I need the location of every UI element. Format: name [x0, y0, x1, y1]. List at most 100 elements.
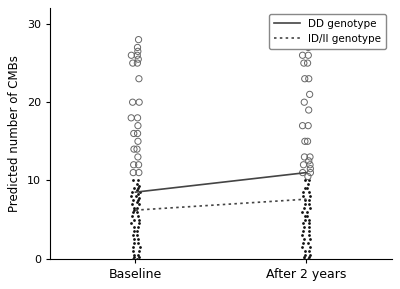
Point [130, 131, 137, 136]
Point [305, 233, 312, 238]
Point [306, 198, 313, 202]
Point [134, 213, 141, 218]
Point [301, 100, 308, 105]
Point [305, 256, 312, 261]
Point [131, 225, 138, 230]
Point [299, 221, 306, 226]
Point [307, 166, 314, 171]
Point [305, 22, 312, 26]
Point [130, 100, 136, 105]
Point [130, 198, 137, 202]
Point [307, 170, 314, 175]
Point [305, 217, 312, 222]
Point [136, 255, 142, 260]
Point [135, 225, 141, 230]
Point [304, 213, 310, 218]
Point [302, 198, 308, 202]
Point [306, 252, 313, 257]
Point [304, 241, 311, 245]
Point [305, 229, 312, 234]
Point [307, 155, 313, 159]
Point [299, 244, 306, 249]
Point [130, 244, 136, 249]
Point [135, 191, 142, 196]
Point [135, 237, 141, 241]
Point [306, 255, 312, 260]
Point [128, 116, 134, 120]
Point [300, 162, 307, 167]
Point [135, 155, 141, 159]
Point [128, 194, 135, 198]
Point [306, 178, 312, 183]
Y-axis label: Predicted number of CMBs: Predicted number of CMBs [8, 55, 21, 212]
Point [134, 45, 141, 50]
Point [306, 225, 312, 230]
Point [135, 57, 142, 62]
Point [136, 249, 142, 253]
Point [301, 155, 308, 159]
Point [130, 162, 137, 167]
Point [136, 100, 142, 105]
Point [306, 76, 312, 81]
Point [300, 229, 306, 234]
Point [306, 190, 313, 194]
Point [304, 29, 311, 34]
Point [136, 170, 142, 175]
Point [134, 252, 141, 257]
Point [306, 205, 313, 210]
Point [130, 205, 137, 210]
Point [129, 213, 135, 218]
Point [136, 201, 143, 206]
Point [302, 76, 308, 81]
Point [302, 139, 308, 144]
Point [306, 159, 312, 163]
Point [307, 194, 314, 198]
Point [301, 256, 307, 261]
Point [305, 174, 311, 179]
Point [134, 200, 140, 205]
Point [306, 108, 312, 112]
Point [302, 186, 308, 190]
Point [134, 229, 140, 234]
Point [305, 41, 311, 46]
Point [135, 178, 141, 183]
Point [304, 186, 310, 190]
Point [136, 76, 142, 81]
Point [134, 61, 140, 65]
Point [136, 217, 142, 222]
Point [134, 181, 140, 186]
Point [301, 61, 307, 65]
Point [300, 241, 306, 245]
Point [136, 195, 143, 200]
Point [133, 233, 140, 238]
Point [134, 131, 141, 136]
Point [306, 237, 313, 241]
Point [304, 61, 311, 65]
Point [302, 217, 308, 222]
Point [135, 37, 142, 42]
Point [133, 210, 140, 214]
Point [305, 123, 311, 128]
Point [131, 217, 137, 222]
Point [129, 190, 136, 194]
Point [131, 208, 137, 212]
Point [135, 162, 142, 167]
Point [301, 255, 307, 260]
Point [299, 210, 305, 214]
Point [135, 186, 141, 190]
Point [305, 249, 312, 253]
Point [130, 178, 136, 183]
Point [302, 249, 308, 253]
Point [299, 233, 306, 238]
Legend: DD genotype, ID/II genotype: DD genotype, ID/II genotype [269, 14, 386, 49]
Point [134, 116, 141, 120]
Point [130, 61, 136, 65]
Point [306, 221, 312, 226]
Point [130, 210, 136, 214]
Point [307, 162, 313, 167]
Point [128, 201, 135, 206]
Point [305, 182, 311, 187]
Point [304, 210, 311, 214]
Point [130, 249, 136, 253]
Point [305, 53, 312, 58]
